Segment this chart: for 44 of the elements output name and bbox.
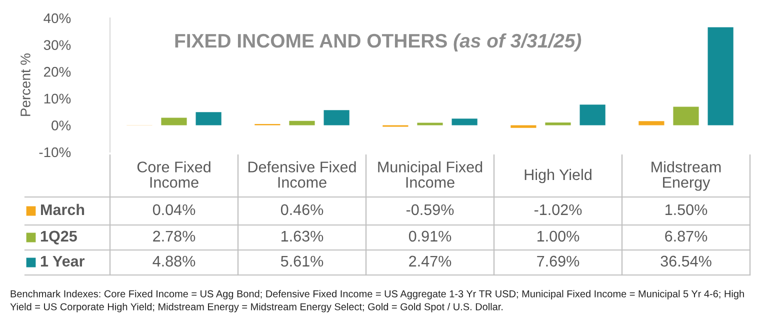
y-tick-label: 20% [44,66,71,77]
bar [196,112,222,126]
bar [289,120,315,126]
bar [580,104,606,126]
bar [161,118,187,126]
data-label: 0.46% [280,204,324,216]
text: (as of 3/31/25) [454,33,582,52]
data-label: 1.63% [282,230,324,242]
legend-label: March [41,204,84,216]
x-tick-label: Core Fixed Income [137,161,210,188]
x-tick-label: Midstream Energy [652,161,721,191]
bar [324,110,350,126]
data-label: 0.04% [152,204,196,216]
data-label: 4.88% [152,256,196,267]
y-tick-label: 0% [52,120,71,130]
data-label: 2.78% [153,230,196,242]
y-axis-title: Percent % [20,53,30,116]
data-label: 7.69% [537,256,580,267]
bar [673,106,699,126]
data-label: 2.47% [409,256,452,267]
bar [545,122,571,126]
x-tick-label: Municipal Fixed Income [378,161,482,188]
text: FIXED INCOME AND OTHERS [175,34,447,48]
y-tick-label: 10% [44,94,71,104]
y-tick-label: 40% [44,13,71,24]
data-label: 1.00% [538,230,580,242]
x-tick-label: High Yield [524,168,592,184]
data-label: 5.61% [280,256,324,267]
bar [638,121,664,126]
legend-label: 1Q25 [40,230,77,244]
data-label: 1.50% [666,204,708,216]
text: Benchmark Indexes: Core Fixed Income = US Agg Bond; Defensive Fixed Income = US Aggregate 1-3 Yr TR USD; Municipal Fixed Income = Municipal 5 Yr 4-6; High Yield = US Corporate High Yield; Midstream Energy = Midstream Energy Select; Gold = Gold Spot / U.S. Dollar. [10,290,744,312]
data-label: -0.59% [406,204,454,216]
data-label: 6.87% [665,230,708,242]
data-label: 36.54% [660,256,712,267]
y-tick-label: -10% [39,147,71,158]
bar [510,125,536,128]
y-tick-label: 30% [44,40,71,50]
bar [708,27,734,126]
data-label: 0.91% [408,230,452,242]
data-label: -1.02% [534,204,582,216]
x-tick-label: Defensive Fixed Income [248,161,356,188]
bar [452,118,478,126]
legend-label: 1 Year [40,256,85,267]
